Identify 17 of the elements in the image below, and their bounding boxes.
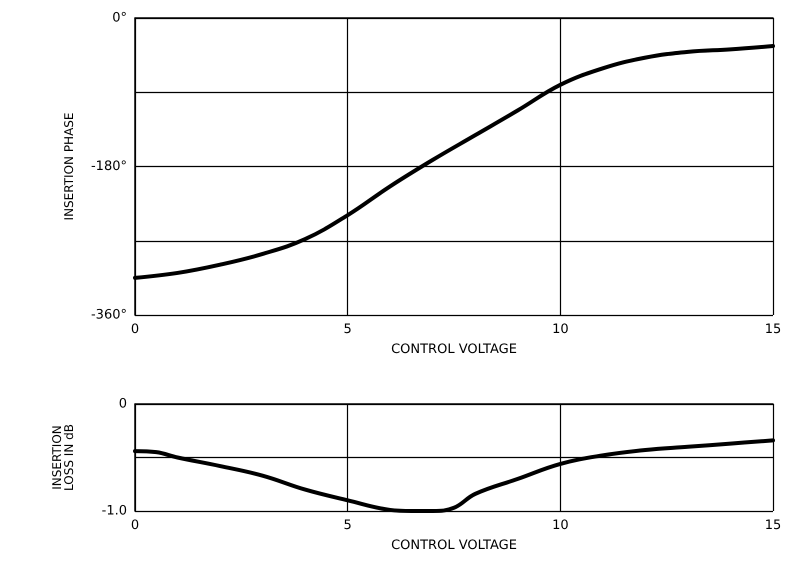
y-tick-label: -1.0 <box>102 504 127 518</box>
y-tick-label: -360° <box>90 308 127 322</box>
y-tick-label: 0° <box>112 10 127 26</box>
x-tick-label: 15 <box>764 322 782 337</box>
y-tick-label: -180° <box>90 159 127 174</box>
x-tick-label: 10 <box>552 518 569 533</box>
x-tick-label: 15 <box>764 518 782 533</box>
y-axis-title: INSERTION LOSS IN dB <box>50 424 76 491</box>
x-tick-label: 0 <box>130 322 140 337</box>
x-tick-label: 5 <box>344 322 352 337</box>
x-tick-label: 0 <box>130 518 140 533</box>
x-tick-label: 10 <box>552 322 569 337</box>
y-axis-title: INSERTION PHASE <box>62 112 76 220</box>
x-tick-label: 5 <box>344 518 352 533</box>
x-axis-title: CONTROL VOLTAGE <box>391 538 517 553</box>
y-tick-label: 0 <box>118 396 127 412</box>
x-axis-title: CONTROL VOLTAGE <box>391 342 517 357</box>
